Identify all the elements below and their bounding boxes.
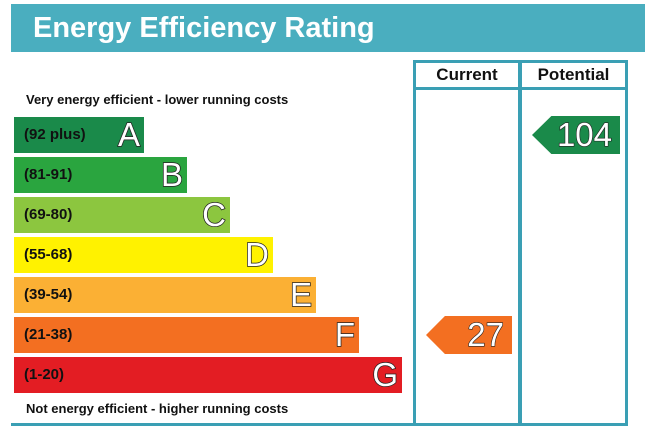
potential-column-header: Potential bbox=[537, 65, 610, 84]
band-letter: G bbox=[372, 356, 399, 394]
chart-title: Energy Efficiency Rating bbox=[33, 12, 375, 44]
band-c: (69-80) C bbox=[14, 196, 230, 234]
frame-middle-line bbox=[518, 60, 522, 426]
band-range-label: (21-38) bbox=[24, 326, 73, 343]
potential-rating-arrow: 104 bbox=[532, 115, 620, 154]
band-e: (39-54) E bbox=[14, 276, 316, 314]
current-column-header: Current bbox=[436, 65, 498, 84]
band-range-label: (81-91) bbox=[24, 166, 73, 183]
potential-arrow-shape bbox=[532, 116, 620, 154]
band-letter: D bbox=[244, 236, 269, 274]
bottom-caption: Not energy efficient - higher running co… bbox=[26, 401, 289, 416]
current-rating-value: 27 bbox=[467, 315, 505, 353]
band-letter: C bbox=[201, 196, 226, 234]
band-a: (92 plus) A bbox=[14, 116, 144, 154]
band-range-label: (69-80) bbox=[24, 206, 73, 223]
band-b: (81-91) B bbox=[14, 156, 187, 194]
frame-left-line bbox=[413, 60, 416, 426]
band-range-label: (55-68) bbox=[24, 246, 73, 263]
rating-bands: (92 plus) A (81-91) B (69-80) C (55-68) D (39-54… bbox=[14, 116, 406, 395]
band-letter: F bbox=[334, 316, 356, 354]
band-letter: A bbox=[117, 116, 141, 154]
current-arrow-shape bbox=[426, 316, 512, 354]
band-d: (55-68) D bbox=[14, 236, 273, 274]
band-range-label: (92 plus) bbox=[24, 126, 86, 143]
potential-rating-value: 104 bbox=[556, 115, 612, 153]
top-caption: Very energy efficient - lower running co… bbox=[26, 92, 289, 107]
band-range-label: (1-20) bbox=[24, 366, 65, 383]
band-g: (1-20) G bbox=[14, 356, 402, 394]
frame-bottom-line bbox=[11, 423, 628, 426]
current-rating-arrow: 27 bbox=[426, 315, 512, 354]
band-letter: E bbox=[289, 276, 313, 314]
frame-right-line bbox=[625, 60, 628, 426]
band-f: (21-38) F bbox=[14, 316, 359, 354]
band-letter: B bbox=[160, 156, 184, 194]
title-bar: Energy Efficiency Rating bbox=[11, 4, 645, 52]
band-range-label: (39-54) bbox=[24, 286, 73, 303]
